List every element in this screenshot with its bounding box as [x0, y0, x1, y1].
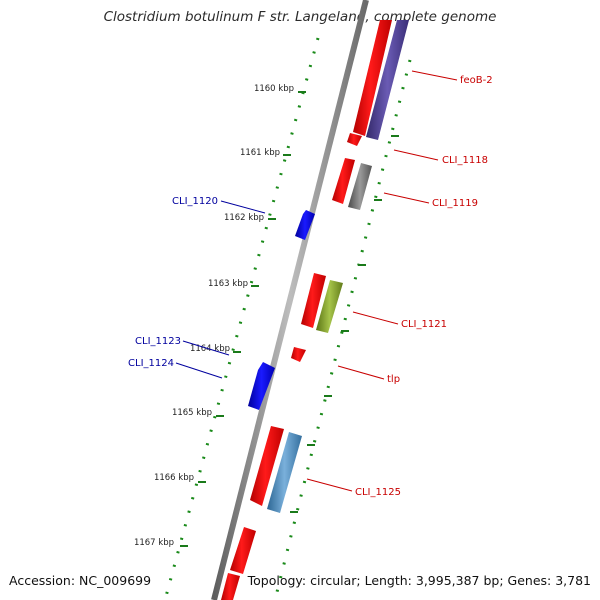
tick-ruler-inner	[273, 59, 412, 600]
feature-cli-1121[interactable]	[316, 280, 343, 333]
label-leader	[352, 311, 399, 325]
gene-label-tlp[interactable]: tlp	[387, 374, 400, 385]
label-leader	[175, 362, 223, 379]
label-leader	[411, 70, 458, 81]
gene-label-cli-1120[interactable]: CLI_1120	[172, 196, 218, 207]
feature-annotation-track	[267, 20, 409, 513]
cds-feature[interactable]	[221, 573, 240, 600]
feature-feoB-2[interactable]	[366, 20, 409, 140]
cds-feature[interactable]	[248, 362, 275, 410]
tick-ruler-outer	[163, 37, 320, 600]
cds-feature[interactable]	[353, 20, 392, 136]
gene-label-cli-1118[interactable]: CLI_1118	[442, 155, 488, 166]
cds-feature[interactable]	[250, 426, 284, 506]
gene-labels: feoB-2 CLI_1118 CLI_1119 CLI_1120 CLI_11…	[128, 75, 493, 498]
tick-label: 1166 kbp	[154, 473, 194, 483]
cds-feature[interactable]	[301, 273, 326, 328]
cds-feature[interactable]	[230, 527, 256, 574]
forward-cds-track	[221, 20, 392, 600]
accession-text: Accession: NC_009699	[9, 573, 152, 588]
tick-label: 1163 kbp	[208, 279, 248, 289]
gene-label-feoB-2[interactable]: feoB-2	[460, 75, 493, 86]
label-leader	[220, 200, 266, 214]
tick-label: 1165 kbp	[172, 408, 212, 418]
gene-label-cli-1123[interactable]: CLI_1123	[135, 336, 181, 347]
genome-backbone	[211, 0, 369, 600]
cds-feature[interactable]	[291, 347, 306, 362]
gene-label-cli-1124[interactable]: CLI_1124	[128, 358, 174, 369]
label-leader	[306, 478, 353, 492]
gene-label-cli-1119[interactable]: CLI_1119	[432, 198, 478, 209]
tick-label: 1162 kbp	[224, 213, 264, 223]
label-leader	[383, 192, 430, 204]
gene-label-cli-1121[interactable]: CLI_1121	[401, 319, 447, 330]
inner-tick-group	[290, 135, 399, 513]
cds-feature[interactable]	[332, 158, 355, 204]
cds-feature[interactable]	[347, 133, 362, 146]
label-leader	[337, 365, 385, 380]
feature-cli-1119[interactable]	[348, 163, 372, 210]
tick-label: 1160 kbp	[254, 84, 294, 94]
cds-feature[interactable]	[295, 210, 315, 240]
gene-label-cli-1125[interactable]: CLI_1125	[355, 487, 401, 498]
feature-cli-1125[interactable]	[267, 432, 302, 513]
reverse-cds-track	[248, 210, 315, 410]
tick-label: 1161 kbp	[240, 148, 280, 158]
label-leader	[182, 340, 230, 356]
tick-label: 1167 kbp	[134, 538, 174, 548]
label-leader	[393, 149, 439, 161]
gene-label-leaders	[175, 70, 458, 492]
genome-summary-text: Topology: circular; Length: 3,995,387 bp…	[247, 573, 591, 588]
